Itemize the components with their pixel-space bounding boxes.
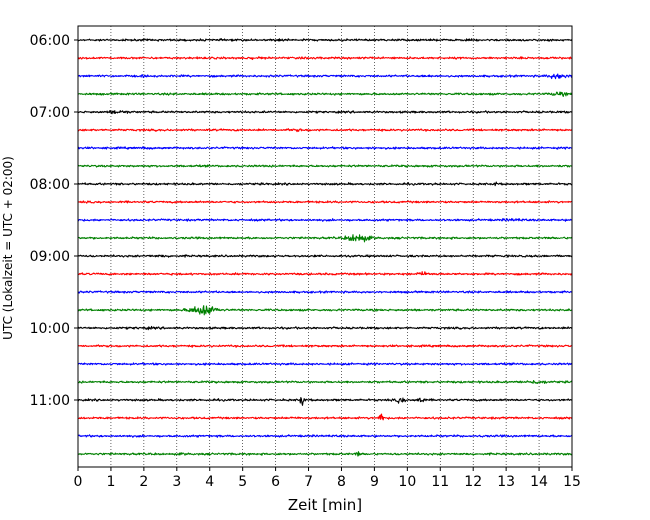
trace-row bbox=[77, 451, 573, 457]
x-tick-label: 2 bbox=[139, 474, 148, 490]
trace-row bbox=[77, 56, 573, 61]
trace-row bbox=[77, 379, 573, 384]
trace-row bbox=[77, 91, 572, 97]
x-axis: 0 1 2 3 4 5 6 7 8 9 10 11 12 13 14 15 bbox=[74, 467, 581, 490]
y-tick-label: 06:00 bbox=[30, 33, 70, 49]
x-tick-label: 8 bbox=[337, 474, 346, 490]
trace-row bbox=[77, 234, 573, 243]
x-tick-label: 7 bbox=[304, 474, 313, 490]
y-axis: 06:00 07:00 08:00 09:00 10:00 11:00 bbox=[30, 33, 78, 409]
plot-frame bbox=[77, 25, 573, 468]
x-axis-label: Zeit [min] bbox=[288, 496, 362, 514]
trace-row bbox=[77, 146, 573, 150]
trace-row bbox=[77, 413, 573, 421]
trace-row bbox=[77, 325, 573, 331]
trace-row bbox=[77, 200, 573, 204]
trace-row bbox=[77, 128, 573, 133]
x-tick-label: 9 bbox=[370, 474, 379, 490]
x-tick-label: 1 bbox=[106, 474, 115, 490]
trace-row bbox=[77, 164, 573, 168]
trace-row bbox=[77, 396, 573, 406]
trace-row bbox=[77, 434, 573, 438]
y-tick-label: 11:00 bbox=[30, 393, 70, 409]
x-tick-label: 3 bbox=[172, 474, 181, 490]
trace-row bbox=[77, 254, 573, 258]
trace-row bbox=[77, 271, 573, 276]
x-tick-label: 0 bbox=[74, 474, 83, 490]
y-tick-label: 10:00 bbox=[30, 321, 70, 337]
trace-row bbox=[77, 38, 573, 42]
trace-row bbox=[77, 362, 573, 366]
trace-row bbox=[77, 181, 573, 187]
y-tick-label: 09:00 bbox=[30, 249, 70, 265]
x-tick-label: 15 bbox=[563, 474, 581, 490]
trace-row bbox=[77, 110, 573, 115]
x-tick-label: 14 bbox=[530, 474, 548, 490]
x-tick-label: 12 bbox=[464, 474, 482, 490]
y-tick-label: 07:00 bbox=[30, 105, 70, 121]
trace-row bbox=[77, 73, 573, 80]
trace-row bbox=[77, 344, 573, 348]
x-tick-label: 11 bbox=[431, 474, 449, 490]
x-tick-label: 4 bbox=[205, 474, 214, 490]
trace-row bbox=[77, 218, 573, 222]
trace-row bbox=[77, 305, 573, 316]
x-tick-label: 6 bbox=[271, 474, 280, 490]
x-tick-label: 5 bbox=[238, 474, 247, 490]
trace-row bbox=[77, 290, 573, 294]
trace-layer bbox=[77, 38, 573, 457]
y-tick-label: 08:00 bbox=[30, 177, 70, 193]
x-tick-label: 10 bbox=[398, 474, 416, 490]
x-tick-label: 13 bbox=[497, 474, 515, 490]
y-axis-label: UTC (Lokalzeit = UTC + 02:00) bbox=[1, 156, 15, 340]
